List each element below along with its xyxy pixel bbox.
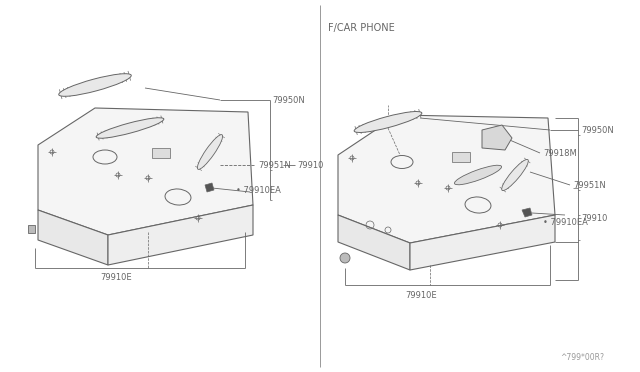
Polygon shape <box>205 183 214 192</box>
Circle shape <box>340 253 350 263</box>
Text: 79910: 79910 <box>581 214 607 222</box>
Bar <box>28 225 35 233</box>
Text: 79918M: 79918M <box>543 148 577 157</box>
Text: ^799*00R?: ^799*00R? <box>560 353 604 362</box>
Text: 79951N: 79951N <box>258 160 291 170</box>
Ellipse shape <box>354 112 422 132</box>
Text: 79950N: 79950N <box>581 125 614 135</box>
Text: • 79910EA: • 79910EA <box>236 186 281 195</box>
Ellipse shape <box>502 160 528 190</box>
Ellipse shape <box>197 135 223 169</box>
Polygon shape <box>38 108 253 235</box>
Ellipse shape <box>59 74 131 96</box>
Polygon shape <box>338 215 410 270</box>
Bar <box>452 152 470 162</box>
Text: 79951N: 79951N <box>573 180 605 189</box>
Polygon shape <box>108 205 253 265</box>
Text: 79910: 79910 <box>297 160 323 170</box>
Text: F/CAR PHONE: F/CAR PHONE <box>328 23 395 33</box>
Ellipse shape <box>96 118 164 138</box>
Polygon shape <box>482 125 512 150</box>
Text: • 79910EA: • 79910EA <box>543 218 588 227</box>
Text: 79910E: 79910E <box>405 292 436 301</box>
Text: 79910E: 79910E <box>100 273 132 282</box>
Bar <box>152 148 170 158</box>
Polygon shape <box>410 215 555 270</box>
Text: 79950N: 79950N <box>272 96 305 105</box>
Polygon shape <box>522 208 532 217</box>
Ellipse shape <box>454 165 502 185</box>
Polygon shape <box>338 115 555 243</box>
Polygon shape <box>38 210 108 265</box>
